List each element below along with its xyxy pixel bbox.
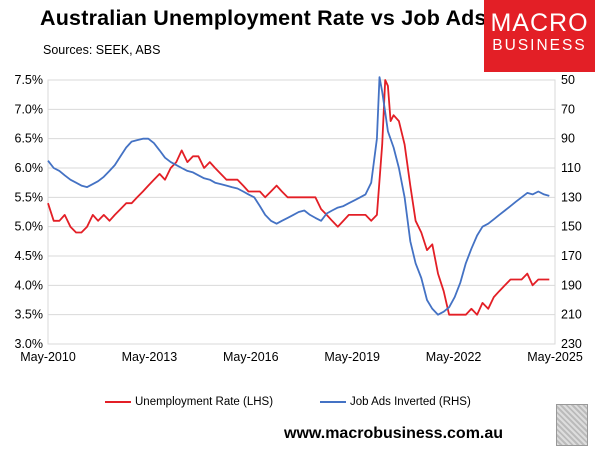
right-tick-label: 110 (561, 161, 581, 175)
left-tick-label: 4.5% (15, 249, 44, 263)
logo-line-1: MACRO (490, 9, 589, 37)
right-tick-label: 70 (561, 102, 575, 116)
right-tick-label: 50 (561, 73, 575, 87)
right-tick-label: 150 (561, 220, 582, 234)
chart-sources: Sources: SEEK, ABS (43, 43, 161, 57)
right-tick-label: 230 (561, 337, 582, 351)
legend-label-unemployment: Unemployment Rate (LHS) (135, 396, 274, 408)
left-tick-label: 6.0% (15, 161, 44, 175)
right-tick-label: 90 (561, 132, 575, 146)
left-tick-label: 7.5% (15, 73, 44, 87)
left-tick-label: 3.5% (15, 308, 44, 322)
legend-item-job-ads: Job Ads Inverted (RHS) (320, 396, 471, 408)
left-tick-label: 4.0% (15, 278, 44, 292)
x-tick-label: May-2022 (426, 350, 482, 364)
right-tick-label: 170 (561, 249, 582, 263)
x-tick-label: May-2010 (20, 350, 76, 364)
legend-swatch-unemployment (105, 400, 131, 403)
legend-label-job-ads: Job Ads Inverted (RHS) (350, 396, 471, 408)
grid (48, 79, 555, 345)
x-tick-label: May-2019 (324, 350, 380, 364)
left-tick-label: 5.5% (15, 190, 44, 204)
logo-line-2: BUSINESS (492, 37, 587, 54)
right-tick-label: 130 (561, 190, 582, 204)
legend-swatch-job-ads (320, 400, 346, 403)
wolf-emblem-icon (556, 404, 588, 446)
website-url: www.macrobusiness.com.au (284, 425, 504, 442)
series-group (47, 76, 550, 316)
legend-item-unemployment: Unemployment Rate (LHS) (105, 396, 273, 408)
macrobusiness-logo: MACRO BUSINESS (484, 0, 595, 72)
right-tick-label: 210 (561, 308, 582, 322)
left-tick-label: 7.0% (15, 102, 44, 116)
x-tick-label: May-2013 (122, 350, 178, 364)
right-axis: 50 70 90 110 130 150 170 190 210 230 (561, 73, 582, 351)
series-line-job-ads (47, 76, 550, 316)
x-tick-label: May-2016 (223, 350, 279, 364)
x-axis: May-2010 May-2013 May-2016 May-2019 May-2022… (20, 350, 583, 364)
x-tick-label: May-2025 (527, 350, 583, 364)
chart-title: Australian Unemployment Rate vs Job Ads (40, 6, 487, 30)
right-tick-label: 190 (561, 278, 582, 292)
left-tick-label: 5.0% (15, 220, 44, 234)
left-axis: 7.5% 7.0% 6.5% 6.0% 5.5% 5.0% 4.5% 4.0% 3.5% 3.0% (15, 73, 44, 351)
series-line-unemployment (47, 79, 550, 316)
left-tick-label: 3.0% (15, 337, 44, 351)
left-tick-label: 6.5% (15, 132, 44, 146)
